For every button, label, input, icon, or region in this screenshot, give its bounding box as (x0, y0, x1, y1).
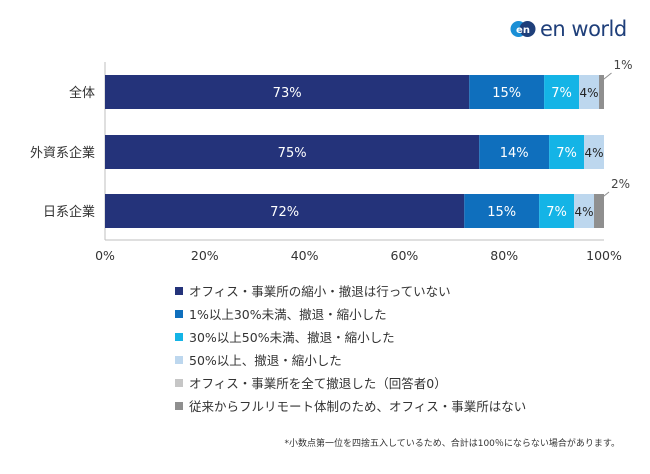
data-label: 15% (487, 205, 516, 220)
bar-segment (584, 135, 604, 169)
x-tick-label: 0% (95, 248, 115, 263)
logo-mark-text: en (516, 25, 530, 36)
data-label: 7% (546, 205, 567, 220)
legend-item: オフィス・事業所の縮小・撤退は行っていない (175, 279, 526, 302)
bar-segment (539, 194, 575, 228)
legend-label: 1%以上30%未満、撤退・縮小した (189, 307, 387, 322)
legend-label: オフィス・事業所を全て撤退した（回答者0） (189, 376, 447, 391)
bar-segment (549, 135, 585, 169)
callout-leader-line (601, 72, 612, 82)
category-label: 全体 (69, 85, 95, 101)
legend-label: 50%以上、撤退・縮小した (189, 353, 342, 368)
data-label: 2% (611, 177, 630, 191)
callout-leader-line (598, 191, 610, 201)
legend-swatch (175, 309, 183, 318)
legend-item: 1%以上30%未満、撤退・縮小した (175, 302, 526, 325)
data-label: 7% (551, 86, 572, 101)
legend-item: 30%以上50%未満、撤退・縮小した (175, 325, 526, 348)
legend-label: 30%以上50%未満、撤退・縮小した (189, 330, 395, 345)
legend-label: オフィス・事業所の縮小・撤退は行っていない (189, 284, 451, 299)
data-label: 15% (492, 86, 521, 101)
logo-wordmark: en world (540, 17, 627, 41)
legend-item: オフィス・事業所を全て撤退した（回答者0） (175, 371, 526, 394)
data-label: 4% (575, 205, 594, 219)
bar-segment (594, 194, 604, 228)
chart-legend: オフィス・事業所の縮小・撤退は行っていない 1%以上30%未満、撤退・縮小した 30… (175, 279, 526, 417)
legend-swatch (175, 332, 183, 341)
data-label: 75% (278, 146, 307, 161)
data-label: 4% (580, 86, 599, 100)
legend-swatch (175, 378, 183, 387)
footnote: *小数点第一位を四捨五入しているため、合計は100％にならない場合があります。 (284, 439, 620, 449)
legend-item: 50%以上、撤退・縮小した (175, 348, 526, 371)
en-world-logo: en en world (510, 14, 630, 44)
data-label: 7% (556, 146, 577, 161)
bar-segment (574, 194, 595, 228)
data-label: 4% (584, 146, 603, 160)
x-tick-label: 40% (291, 248, 319, 263)
legend-swatch (175, 355, 183, 364)
x-tick-label: 60% (391, 248, 419, 263)
bar-segment (599, 75, 604, 109)
stacked-bar-chart: 0% 20% 40% 60% 80% 100% 全体 73% 15% 7% 4% 1% 外資系企業 75%… (30, 58, 633, 263)
bar-segment (544, 75, 580, 109)
category-label: 日系企業 (43, 204, 95, 220)
bar-segment (105, 135, 480, 169)
data-label: 14% (500, 146, 529, 161)
data-label: 72% (270, 205, 299, 220)
en-logo-mark-icon: en (510, 21, 536, 37)
x-tick-label: 80% (490, 248, 518, 263)
bar-segment (579, 75, 600, 109)
bar-segment (464, 194, 540, 228)
data-label: 73% (273, 86, 302, 101)
data-label: 1% (614, 58, 633, 72)
legend-swatch (175, 286, 183, 295)
bar-segment (105, 75, 470, 109)
bar-segment (479, 135, 550, 169)
x-tick-label: 100% (586, 248, 622, 263)
category-label: 外資系企業 (30, 145, 95, 161)
legend-item: 従来からフルリモート体制のため、オフィス・事業所はない (175, 394, 526, 417)
legend-label: 従来からフルリモート体制のため、オフィス・事業所はない (189, 399, 527, 414)
bar-segment (105, 194, 465, 228)
bar-segment (469, 75, 545, 109)
x-tick-label: 20% (191, 248, 219, 263)
legend-swatch (175, 401, 183, 410)
